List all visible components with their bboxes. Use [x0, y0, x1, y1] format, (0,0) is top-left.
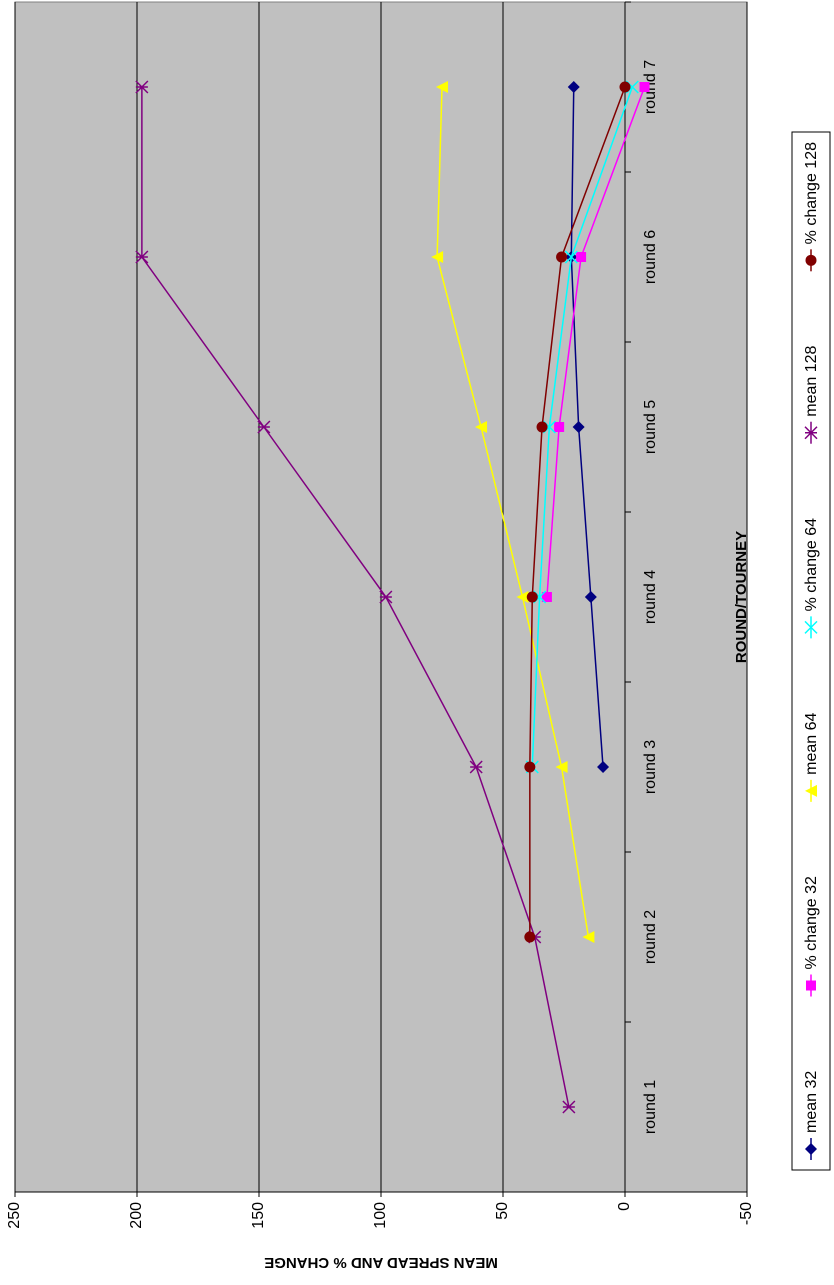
series-line	[436, 86, 590, 938]
marker	[379, 590, 393, 604]
marker	[436, 81, 448, 93]
marker	[554, 422, 565, 432]
y-tick-label: 200	[128, 1202, 145, 1229]
marker	[805, 784, 817, 797]
marker	[257, 420, 271, 434]
x-tick-label: round 6	[642, 230, 659, 284]
legend-label: % change 128	[803, 142, 820, 244]
marker	[431, 251, 444, 263]
marker	[804, 620, 818, 634]
legend-item: % change 128	[803, 142, 820, 272]
legend-label: mean 32	[803, 1071, 820, 1133]
y-tick-label: 50	[494, 1202, 511, 1220]
marker	[135, 80, 149, 94]
marker	[582, 931, 595, 943]
legend-item: % change 64	[803, 518, 820, 639]
x-tick-label: round 5	[642, 400, 659, 454]
marker	[541, 592, 552, 602]
x-tick-label: round 7	[642, 60, 659, 114]
marker	[584, 591, 597, 603]
marker	[576, 252, 587, 262]
y-tick-label: 150	[250, 1202, 267, 1229]
legend-item: mean 128	[803, 345, 820, 444]
marker	[135, 250, 149, 264]
legend-item: mean 32	[803, 1071, 820, 1160]
marker	[806, 980, 816, 991]
marker	[524, 761, 536, 773]
y-axis-title: MEAN SPREAD AND % CHANGE	[264, 1254, 498, 1271]
x-tick-label: round 4	[642, 570, 659, 624]
legend-label: mean 64	[803, 712, 820, 774]
marker	[562, 1100, 576, 1114]
x-axis-title: ROUND/TOURNEY	[733, 531, 750, 663]
marker	[597, 761, 610, 773]
marker	[556, 251, 568, 263]
rotated-chart: MEAN SPREAD AND % CHANGE ROUND/TOURNEY -…	[6, 1, 831, 1271]
legend-item: % change 32	[803, 876, 820, 997]
marker	[526, 591, 538, 603]
marker	[619, 81, 631, 93]
series-line	[529, 86, 626, 937]
marker	[536, 421, 548, 433]
x-tick-label: round 2	[642, 910, 659, 964]
legend-label: mean 128	[803, 345, 820, 416]
marker	[516, 591, 529, 603]
legend-label: % change 64	[803, 518, 820, 612]
legend-item: mean 64	[803, 712, 820, 802]
y-tick-label: 100	[372, 1202, 389, 1229]
legend-box	[791, 131, 831, 1171]
marker	[564, 250, 578, 264]
y-tick-label: 250	[6, 1202, 23, 1229]
x-tick-label: round 1	[642, 1080, 659, 1134]
marker	[639, 82, 650, 92]
marker	[469, 760, 483, 774]
y-tick-label: -50	[738, 1202, 755, 1225]
series-line	[546, 86, 646, 598]
marker	[524, 931, 536, 943]
marker	[805, 254, 817, 266]
marker	[572, 421, 585, 433]
legend-label: % change 32	[803, 876, 820, 970]
marker	[804, 426, 818, 440]
x-tick-label: round 3	[642, 740, 659, 794]
y-tick-label: 0	[616, 1202, 633, 1211]
marker	[475, 421, 488, 433]
marker	[567, 81, 580, 93]
marker	[555, 761, 568, 773]
marker	[805, 1143, 817, 1155]
